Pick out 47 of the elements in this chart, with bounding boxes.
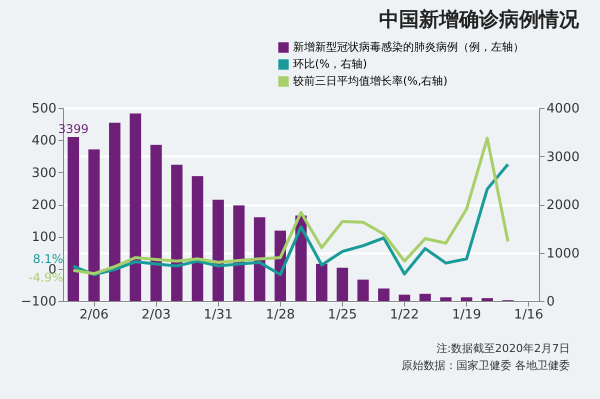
y2-tick-label: 300 — [32, 166, 56, 181]
legend-label: 较前三日平均值增长率(%,右轴) — [293, 74, 448, 88]
y2-tick-label: 100 — [32, 230, 56, 246]
chart-title: 中国新增确诊病例情况 — [379, 7, 580, 31]
y2-tick-label: 400 — [32, 134, 56, 149]
bar — [212, 200, 224, 301]
x-tick-label: 1/25 — [328, 308, 357, 322]
y2-tick-label: −100 — [20, 294, 56, 310]
x-tick-label: 1/31 — [204, 308, 233, 322]
x-tick-label: 1/16 — [514, 308, 544, 322]
bar — [357, 280, 369, 301]
legend-label: 环比(%，右轴) — [293, 58, 368, 70]
line-series — [72, 162, 510, 276]
bar — [88, 149, 100, 301]
bar — [419, 294, 431, 301]
y-tick-label: 4000 — [546, 102, 580, 116]
y-tick-label: 3000 — [546, 150, 580, 165]
x-tick-label: 2/03 — [142, 308, 171, 322]
bar — [171, 164, 183, 301]
bar — [316, 264, 328, 301]
legend-label: 新增新型冠状病毒感染的肺炎病例（例，左轴） — [293, 40, 524, 54]
x-tick-label: 1/28 — [266, 308, 295, 322]
text: 原始数据：国家卫健委 各地卫健委 — [400, 358, 570, 373]
data-label: 3399 — [58, 122, 89, 136]
x-tick-label: 1/19 — [452, 308, 482, 322]
y-tick-label: 0 — [546, 294, 555, 310]
bar — [233, 205, 245, 301]
bar — [398, 294, 410, 301]
bar — [254, 217, 266, 301]
y2-tick-label: 500 — [32, 102, 56, 116]
bar — [378, 288, 390, 301]
bar — [68, 137, 80, 301]
bar — [192, 176, 204, 301]
y-tick-label: 1000 — [546, 246, 580, 262]
x-tick-label: 1/22 — [390, 308, 420, 322]
bar — [109, 122, 120, 301]
bar — [336, 268, 348, 301]
bar — [482, 298, 493, 301]
line-series — [72, 136, 510, 276]
y2-tick-label: 200 — [32, 198, 56, 213]
y-tick-label: 2000 — [546, 198, 580, 213]
bar — [440, 297, 452, 301]
x-tick-label: 2/06 — [79, 308, 109, 322]
bar — [460, 297, 472, 301]
bar — [150, 144, 162, 301]
bar — [130, 113, 142, 301]
text: 注:数据截至2020年2月7日 — [435, 341, 570, 356]
